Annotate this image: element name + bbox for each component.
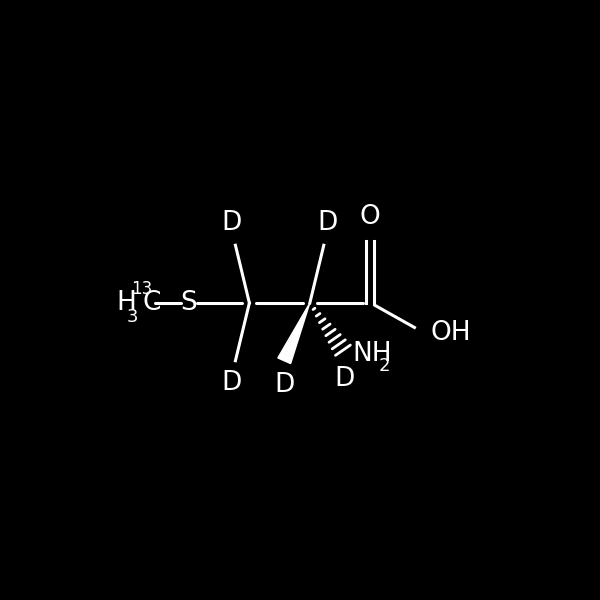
Text: C: C	[142, 290, 161, 316]
Text: D: D	[317, 210, 338, 236]
Text: D: D	[221, 370, 242, 396]
Text: 13: 13	[131, 280, 152, 298]
Text: 2: 2	[379, 357, 390, 375]
Text: S: S	[181, 290, 197, 316]
Text: NH: NH	[353, 341, 392, 367]
Text: O: O	[360, 205, 380, 230]
Polygon shape	[278, 303, 310, 364]
Text: OH: OH	[431, 320, 472, 346]
Text: D: D	[274, 372, 295, 398]
Text: 3: 3	[127, 308, 139, 326]
Text: H: H	[117, 290, 137, 316]
Text: D: D	[221, 210, 242, 236]
Text: D: D	[335, 366, 355, 392]
